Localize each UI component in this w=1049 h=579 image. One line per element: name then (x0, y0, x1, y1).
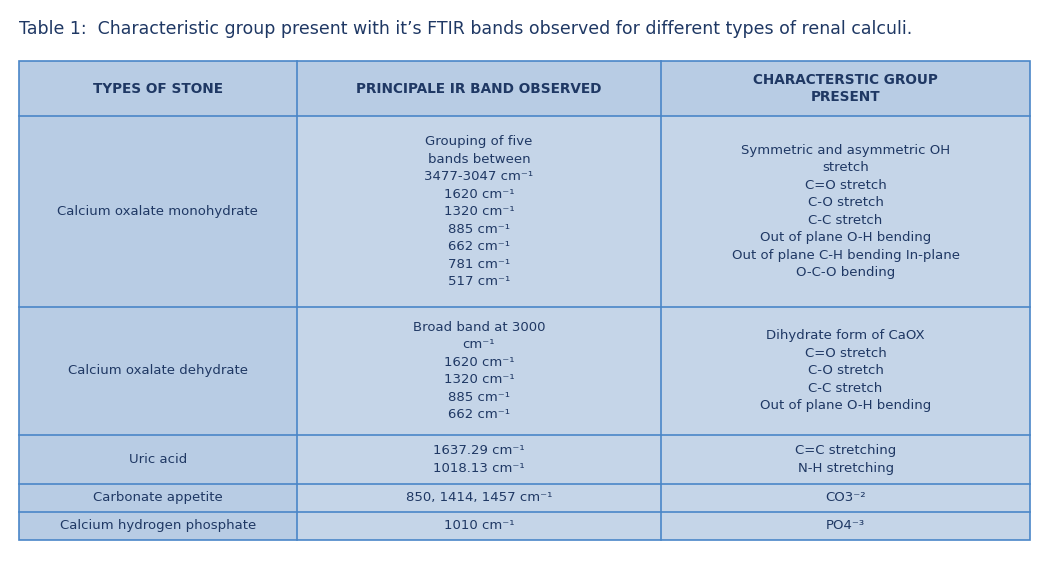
Bar (297, 307, 1030, 435)
Bar (19, 61, 1030, 116)
Text: 850, 1414, 1457 cm⁻¹: 850, 1414, 1457 cm⁻¹ (406, 492, 552, 504)
Text: 1637.29 cm⁻¹
1018.13 cm⁻¹: 1637.29 cm⁻¹ 1018.13 cm⁻¹ (433, 444, 524, 475)
Text: Table 1:  Characteristic group present with it’s FTIR bands observed for differe: Table 1: Characteristic group present wi… (19, 20, 913, 38)
Bar (297, 435, 1030, 484)
Text: C=C stretching
N-H stretching: C=C stretching N-H stretching (795, 444, 896, 475)
Text: PO4⁻³: PO4⁻³ (826, 519, 865, 532)
Text: Carbonate appetite: Carbonate appetite (93, 492, 222, 504)
Text: CO3⁻²: CO3⁻² (826, 492, 865, 504)
Text: CHARACTERSTIC GROUP
PRESENT: CHARACTERSTIC GROUP PRESENT (753, 73, 938, 104)
Bar (19, 61, 1030, 540)
Text: Broad band at 3000
cm⁻¹
1620 cm⁻¹
1320 cm⁻¹
885 cm⁻¹
662 cm⁻¹: Broad band at 3000 cm⁻¹ 1620 cm⁻¹ 1320 c… (412, 321, 545, 421)
Bar (297, 484, 1030, 512)
Text: Calcium oxalate dehydrate: Calcium oxalate dehydrate (68, 364, 248, 378)
Bar (19, 61, 1030, 540)
Bar (297, 512, 1030, 540)
Bar (297, 116, 1030, 307)
Text: Calcium hydrogen phosphate: Calcium hydrogen phosphate (60, 519, 256, 532)
Text: TYPES OF STONE: TYPES OF STONE (93, 82, 223, 96)
Text: 1010 cm⁻¹: 1010 cm⁻¹ (444, 519, 514, 532)
Text: Calcium oxalate monohydrate: Calcium oxalate monohydrate (58, 205, 258, 218)
Text: Grouping of five
bands between
3477-3047 cm⁻¹
1620 cm⁻¹
1320 cm⁻¹
885 cm⁻¹
662 c: Grouping of five bands between 3477-3047… (425, 135, 534, 288)
Text: Uric acid: Uric acid (129, 453, 187, 466)
Text: Dihydrate form of CaOX
C=O stretch
C-O stretch
C-C stretch
Out of plane O-H bend: Dihydrate form of CaOX C=O stretch C-O s… (759, 329, 932, 412)
Text: Symmetric and asymmetric OH
stretch
C=O stretch
C-O stretch
C-C stretch
Out of p: Symmetric and asymmetric OH stretch C=O … (731, 144, 960, 280)
Text: PRINCIPALE IR BAND OBSERVED: PRINCIPALE IR BAND OBSERVED (357, 82, 602, 96)
